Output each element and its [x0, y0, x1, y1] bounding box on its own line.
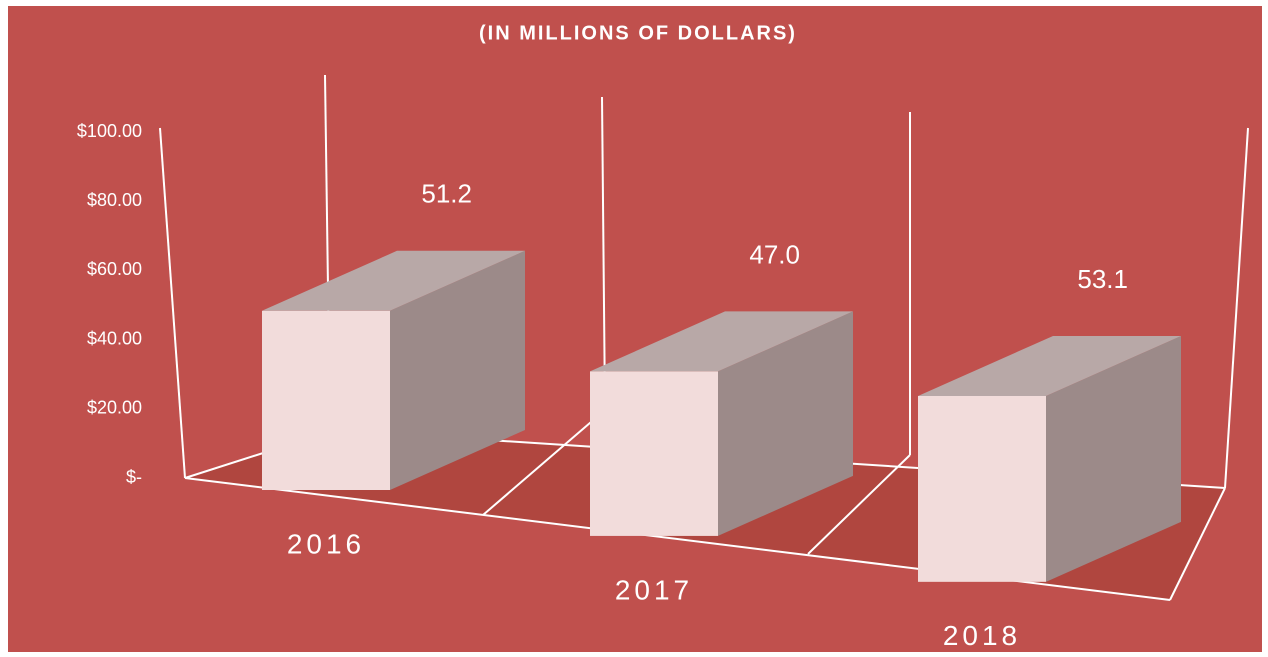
bar-front [262, 310, 390, 490]
floor-divider [807, 454, 911, 555]
bar-side [390, 250, 525, 490]
back-wall-line [601, 96, 606, 411]
y-axis-line [159, 127, 186, 479]
x-tick-label: 2016 [287, 528, 365, 559]
data-label: 51.2 [421, 179, 472, 209]
bar-top [918, 335, 1181, 396]
chart-title: (IN MILLIONS OF DOLLARS) [479, 22, 797, 44]
floor-divider [482, 409, 606, 516]
floor-right-edge [1169, 487, 1226, 601]
bar-front [590, 371, 718, 536]
bar-top [262, 250, 525, 311]
bar-front [918, 395, 1046, 582]
y-tick-label: $60.00 [87, 259, 142, 279]
bar-side [718, 311, 853, 536]
y-tick-label: $40.00 [87, 328, 142, 348]
bar-side [1046, 335, 1181, 582]
y-tick-label: $- [126, 467, 142, 487]
data-label: 53.1 [1077, 264, 1128, 294]
back-wall-line [1224, 127, 1249, 489]
bar-top [590, 311, 853, 372]
y-tick-label: $100.00 [77, 121, 142, 141]
data-label: 47.0 [749, 239, 800, 269]
x-tick-label: 2018 [943, 620, 1021, 651]
y-tick-label: $20.00 [87, 398, 142, 418]
y-tick-label: $80.00 [87, 190, 142, 210]
x-tick-label: 2017 [615, 574, 693, 605]
